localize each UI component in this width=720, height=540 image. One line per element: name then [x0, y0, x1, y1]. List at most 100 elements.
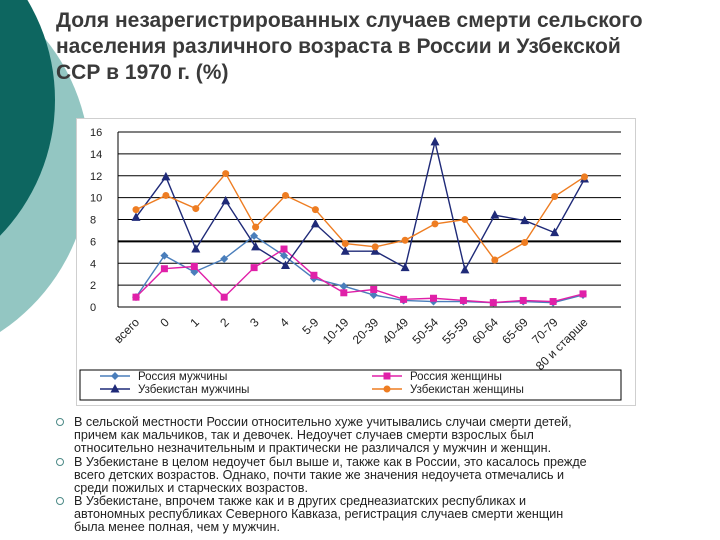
bullet-text-line: В Узбекистане, впрочем также как и в дру… — [74, 494, 527, 509]
slide-title: Доля незарегистрированных случаев смерти… — [56, 8, 706, 86]
bullet-text-line: была менее полная, чем у мужчин. — [74, 520, 281, 535]
data-point — [311, 206, 319, 214]
series-line — [135, 248, 584, 304]
data-point — [371, 243, 379, 251]
data-point — [383, 372, 391, 380]
legend-label: Узбекистан женщины — [410, 384, 524, 396]
data-point — [160, 251, 169, 260]
data-point — [370, 286, 378, 293]
data-point — [160, 265, 168, 273]
data-point — [459, 296, 467, 304]
data-point — [162, 191, 170, 199]
y-tick-label: 6 — [90, 236, 96, 248]
data-point — [192, 205, 200, 213]
bullet-text-line: относительно незначительным и практическ… — [74, 440, 552, 455]
data-point — [551, 193, 559, 201]
bullet-text-line: причем как мальчиков, так и девочек. Нед… — [74, 427, 534, 442]
y-tick-label: 16 — [90, 127, 102, 139]
y-tick-label: 8 — [90, 215, 96, 227]
legend-item: Россия мужчины — [100, 371, 227, 383]
bullet-text-line: В сельской местности России относительно… — [74, 415, 572, 429]
data-point — [250, 231, 259, 240]
data-point — [280, 251, 289, 260]
data-point — [221, 195, 231, 205]
data-point — [400, 262, 410, 272]
data-point — [281, 260, 290, 269]
data-point — [132, 293, 140, 301]
data-point — [282, 191, 289, 199]
data-point — [340, 246, 350, 255]
series-line — [135, 141, 586, 272]
background-circle-dark — [0, 0, 55, 236]
y-tick-label: 10 — [90, 193, 102, 205]
data-point — [401, 236, 409, 244]
bullet-list: В сельской местности России относительно… — [50, 416, 715, 535]
data-point — [489, 299, 497, 307]
data-point — [252, 223, 260, 231]
data-point — [280, 245, 288, 253]
data-point — [250, 264, 258, 272]
data-point — [310, 271, 318, 279]
series-3 — [131, 136, 589, 274]
bullet-item: В Узбекистане в целом недоучет был выше … — [50, 455, 715, 495]
series-line — [135, 172, 585, 261]
legend-box — [79, 369, 622, 401]
legend-item: Узбекистан женщины — [372, 384, 524, 396]
data-point — [400, 295, 408, 303]
y-tick-label: 0 — [90, 302, 96, 314]
y-tick-label: 14 — [90, 149, 102, 161]
title-line: Доля незарегистрированных случаев смерти… — [56, 9, 643, 32]
data-point — [430, 136, 440, 146]
data-point — [111, 372, 119, 380]
legend-label: Россия женщины — [410, 371, 502, 383]
bullet-text-line: всего детских возрастов. Однако, почти т… — [74, 467, 565, 482]
data-point — [110, 384, 120, 393]
data-point — [220, 293, 228, 301]
data-point — [579, 290, 587, 298]
data-point — [190, 263, 198, 271]
bullet-text-line: автономных республиках Северного Кавказа… — [74, 507, 564, 522]
data-point — [490, 210, 500, 219]
bullet-circle-icon — [56, 418, 64, 426]
data-point — [549, 298, 557, 306]
title-line: ССР в 1970 г. (%) — [56, 61, 229, 84]
series-4 — [132, 170, 588, 264]
bullet-item: В Узбекистане, впрочем также как и в дру… — [50, 495, 715, 534]
series-2 — [132, 245, 587, 307]
data-point — [251, 241, 261, 251]
chart-frame — [76, 118, 636, 406]
data-point — [461, 216, 469, 223]
bullet-item: В сельской местности России относительно… — [50, 416, 715, 455]
legend-item: Узбекистан мужчины — [100, 384, 249, 396]
bullet-circle-icon — [56, 457, 64, 466]
y-tick-label: 2 — [90, 280, 96, 292]
data-point — [131, 212, 141, 221]
data-point — [132, 206, 140, 214]
data-point — [370, 246, 380, 255]
data-point — [222, 170, 230, 178]
data-point — [340, 289, 348, 297]
data-point — [519, 296, 527, 304]
data-point — [491, 256, 499, 264]
data-point — [550, 227, 560, 237]
data-point — [161, 171, 171, 181]
legend-item: Россия женщины — [372, 371, 502, 383]
legend-label: Узбекистан мужчины — [138, 384, 249, 396]
data-point — [460, 264, 470, 274]
data-point — [191, 244, 201, 253]
data-point — [521, 238, 529, 246]
bullet-text-line: среди пожилых и старческих возрастов. — [74, 480, 308, 495]
data-point — [220, 254, 229, 263]
data-point — [431, 220, 439, 228]
data-point — [520, 215, 530, 225]
data-point — [430, 294, 438, 302]
data-point — [341, 240, 349, 248]
y-tick-label: 4 — [90, 258, 96, 270]
bullet-circle-icon — [56, 497, 64, 506]
data-point — [383, 385, 391, 393]
data-point — [310, 218, 320, 228]
legend-label: Россия мужчины — [138, 371, 227, 383]
